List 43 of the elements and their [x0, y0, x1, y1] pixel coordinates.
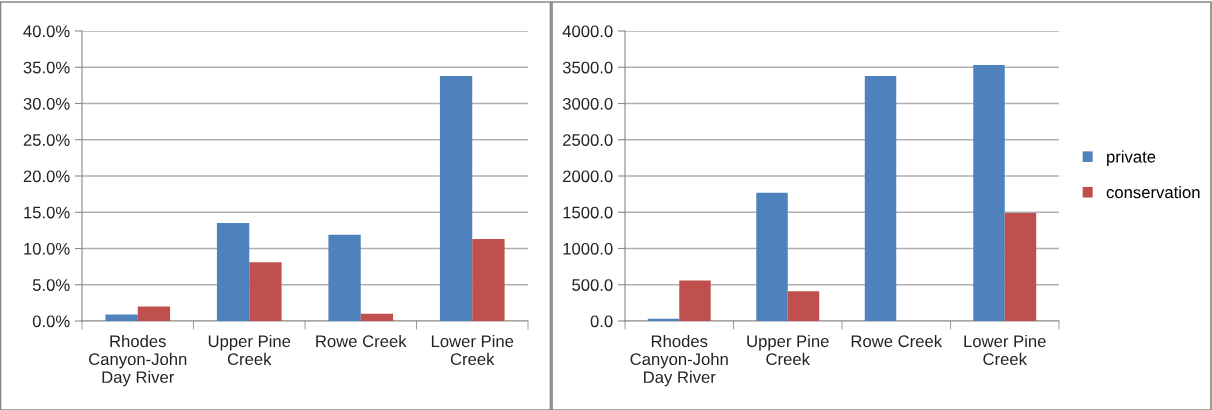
bar	[249, 262, 282, 321]
y-tick-label: 40.0%	[23, 25, 70, 38]
x-tick-label: Rhodes Canyon-John Day River	[89, 334, 187, 387]
y-tick-label: 20.0%	[23, 170, 70, 183]
bar	[216, 223, 250, 321]
x-tick-label: Rowe Creek	[316, 334, 407, 348]
y-tick-label: 15.0%	[24, 206, 70, 219]
bar	[472, 239, 505, 321]
bar	[973, 65, 1005, 321]
y-tick-label: 10.0%	[24, 242, 70, 255]
y-tick-label: 0.0	[590, 315, 613, 328]
x-tick-label: Upper Pine Creek	[747, 334, 829, 366]
bar	[756, 192, 788, 321]
x-tick-label: Lower Pine Creek	[431, 334, 514, 366]
bar	[864, 75, 897, 321]
y-tick-label: 500.0	[572, 279, 613, 291]
bar	[137, 306, 171, 321]
bar	[1004, 212, 1037, 321]
x-tick-label: Rowe Creek	[851, 334, 943, 348]
bar	[647, 318, 680, 321]
y-tick-label: 3500.0	[562, 61, 613, 74]
y-tick-label: 2000.0	[563, 170, 613, 183]
y-tick-label: 3000.0	[562, 97, 613, 110]
y-tick-label: 4000.0	[562, 25, 613, 38]
bar	[439, 75, 473, 321]
x-tick-label: Lower Pine Creek	[964, 334, 1046, 366]
x-tick-label: Upper Pine Creek	[208, 334, 291, 366]
legend-label: private	[1107, 150, 1156, 166]
y-tick-label: 30.0%	[23, 97, 70, 110]
y-tick-label: 0.0%	[32, 315, 70, 328]
bar	[360, 313, 394, 321]
y-tick-label: 5.0%	[32, 279, 70, 291]
y-tick-label: 2500.0	[563, 134, 613, 146]
legend-label: conservation	[1106, 186, 1200, 199]
bar	[105, 314, 138, 321]
bar	[328, 234, 361, 321]
bar	[679, 280, 711, 321]
y-tick-label: 1000.0	[563, 242, 613, 255]
y-tick-label: 35.0%	[23, 61, 70, 74]
y-tick-label: 25.0%	[23, 134, 70, 146]
y-tick-label: 1500.0	[563, 206, 613, 219]
bar	[787, 291, 820, 321]
x-tick-label: Rhodes Canyon-John Day River	[630, 334, 728, 387]
